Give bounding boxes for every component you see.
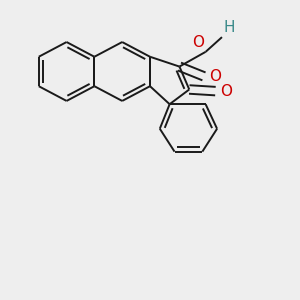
- Text: H: H: [224, 20, 235, 35]
- Text: O: O: [209, 69, 221, 84]
- Text: O: O: [220, 84, 232, 99]
- Text: O: O: [192, 35, 204, 50]
